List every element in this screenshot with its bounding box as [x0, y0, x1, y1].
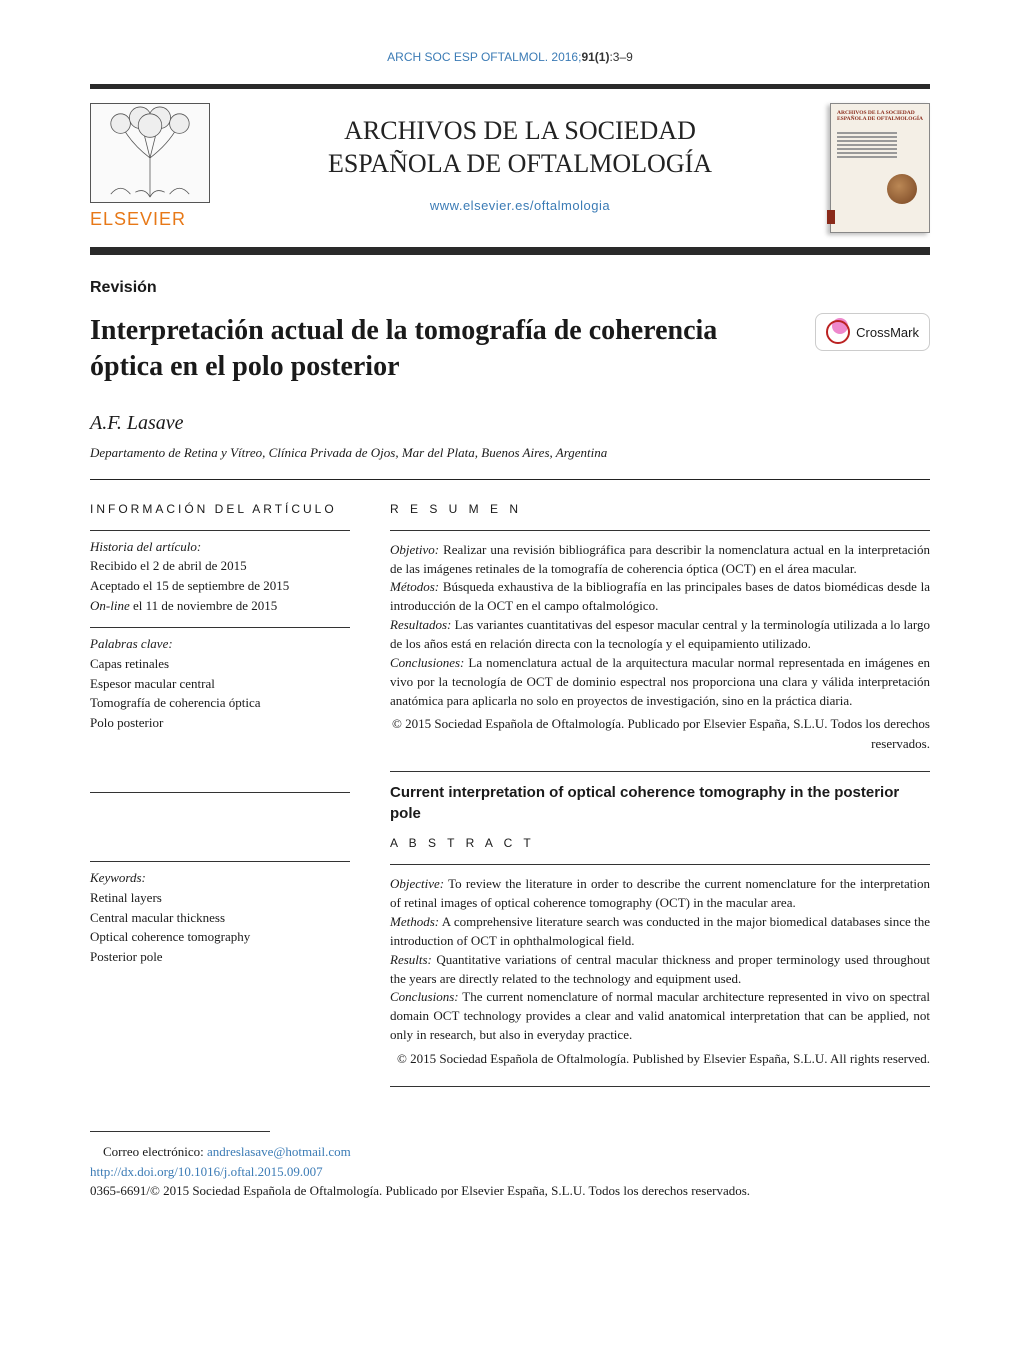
footnote-rule [90, 1131, 270, 1132]
cover-image-icon [887, 174, 917, 204]
abstract-conclusions: Conclusions: The current nomenclature of… [390, 988, 930, 1045]
keyword: Retinal layers [90, 888, 350, 908]
article-info-column: INFORMACIÓN DEL ARTÍCULO Historia del ar… [90, 502, 350, 1098]
abstract-head: A B S T R A C T [390, 836, 930, 850]
crossmark-label: CrossMark [856, 325, 919, 340]
abstract-objective: Objective: To review the literature in o… [390, 875, 930, 913]
palabra-clave: Tomografía de coherencia óptica [90, 693, 350, 713]
doi-link[interactable]: http://dx.doi.org/10.1016/j.oftal.2015.0… [90, 1164, 323, 1179]
abstract-results: Results: Quantitative variations of cent… [390, 951, 930, 989]
resumen-objetivo: Objetivo: Realizar una revisión bibliogr… [390, 541, 930, 579]
received-date: Recibido el 2 de abril de 2015 [90, 557, 350, 575]
history-title: Historia del artículo: [90, 539, 350, 555]
footer-copyright: 0365-6691/© 2015 Sociedad Española de Of… [90, 1181, 930, 1201]
info-head: INFORMACIÓN DEL ARTÍCULO [90, 502, 350, 516]
correo-link[interactable]: andreslasave@hotmail.com [207, 1144, 351, 1159]
keyword: Central macular thickness [90, 908, 350, 928]
divider [90, 627, 350, 628]
top-rule [90, 84, 930, 89]
english-title: Current interpretation of optical cohere… [390, 782, 930, 824]
journal-title-block: ARCHIVOS DE LA SOCIEDAD ESPAÑOLA DE OFTA… [230, 103, 810, 215]
citation-volume: 91(1) [581, 50, 609, 64]
resumen-metodos: Métodos: Búsqueda exhaustiva de la bibli… [390, 578, 930, 616]
palabra-clave: Polo posterior [90, 713, 350, 733]
section-label: Revisión [90, 279, 930, 297]
palabra-clave: Espesor macular central [90, 674, 350, 694]
publisher-name: ELSEVIER [90, 209, 210, 230]
journal-url-link[interactable]: www.elsevier.es/oftalmologia [430, 198, 610, 213]
abstracts-column: R E S U M E N Objetivo: Realizar una rev… [390, 502, 930, 1098]
header-row: ELSEVIER ARCHIVOS DE LA SOCIEDAD ESPAÑOL… [90, 103, 930, 233]
accepted-date: Aceptado el 15 de septiembre de 2015 [90, 577, 350, 595]
divider [390, 864, 930, 865]
keyword: Posterior pole [90, 947, 350, 967]
correo-label: Correo electrónico: [103, 1144, 207, 1159]
elsevier-tree-icon [90, 103, 210, 203]
crossmark-badge[interactable]: CrossMark [815, 313, 930, 351]
keyword: Optical coherence tomography [90, 927, 350, 947]
abstract-methods: Methods: A comprehensive literature sear… [390, 913, 930, 951]
divider [90, 530, 350, 531]
citation-pages: :3–9 [609, 50, 632, 64]
affiliation: Departamento de Retina y Vítreo, Clínica… [90, 445, 930, 461]
online-date: On-line el 11 de noviembre de 2015 [90, 597, 350, 615]
keywords-title: Keywords: [90, 870, 350, 886]
crossmark-icon [826, 320, 850, 344]
publisher-block: ELSEVIER [90, 103, 210, 230]
divider [90, 479, 930, 480]
palabra-clave: Capas retinales [90, 654, 350, 674]
resumen-conclusiones: Conclusiones: La nomenclatura actual de … [390, 654, 930, 711]
resumen-copyright: © 2015 Sociedad Española de Oftalmología… [390, 714, 930, 753]
journal-title-line2: ESPAÑOLA DE OFTALMOLOGÍA [230, 148, 810, 181]
divider [390, 530, 930, 531]
article-title: Interpretación actual de la tomografía d… [90, 313, 791, 386]
correspondence: Correo electrónico: andreslasave@hotmail… [90, 1142, 930, 1162]
divider [90, 792, 350, 793]
journal-title-line1: ARCHIVOS DE LA SOCIEDAD [230, 115, 810, 148]
running-head: ARCH SOC ESP OFTALMOL. 2016;91(1):3–9 [90, 50, 930, 64]
thick-rule [90, 247, 930, 255]
resumen-head: R E S U M E N [390, 502, 930, 516]
citation-prefix: ARCH SOC ESP OFTALMOL. 2016; [387, 50, 581, 64]
cover-head-text: ARCHIVOS DE LA SOCIEDAD ESPAÑOLA DE OFTA… [837, 110, 923, 122]
divider [90, 861, 350, 862]
author-name: A.F. Lasave [90, 412, 930, 435]
cover-ribbon-icon [827, 210, 835, 224]
abstract-copyright: © 2015 Sociedad Española de Oftalmología… [390, 1049, 930, 1069]
palabras-title: Palabras clave: [90, 636, 350, 652]
resumen-resultados: Resultados: Las variantes cuantitativas … [390, 616, 930, 654]
divider [390, 771, 930, 772]
divider [390, 1086, 930, 1087]
journal-cover-thumb: ARCHIVOS DE LA SOCIEDAD ESPAÑOLA DE OFTA… [830, 103, 930, 233]
